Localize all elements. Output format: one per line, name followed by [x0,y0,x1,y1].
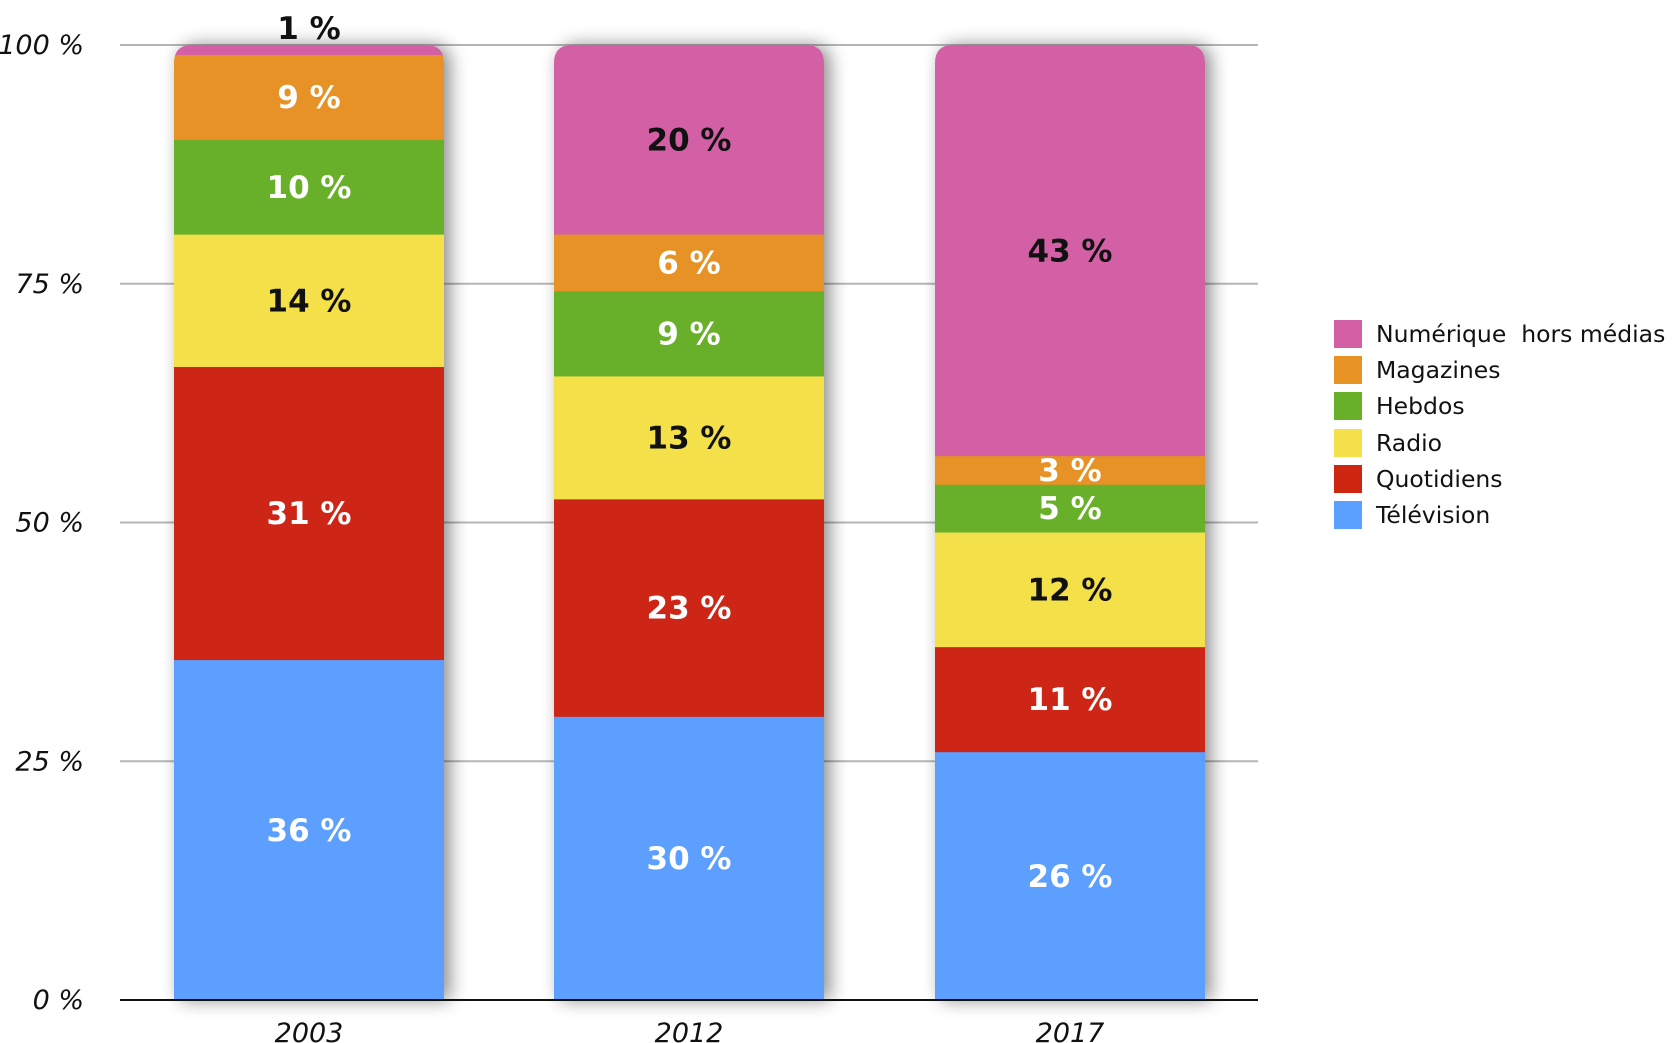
legend-item: Quotidiens [1334,461,1665,497]
data-label: 9 % [657,316,720,352]
legend-item: Télévision [1334,497,1665,533]
x-tick-label: 2012 [655,1018,724,1043]
data-labels: 36 % 31 % 14 % 10 % 9 % 1 % 30 % 23 % 13 % 9 % 6 %… [267,11,1113,895]
data-label: 26 % [1028,859,1113,895]
bar-segment [935,646,1205,753]
legend-label: Quotidiens [1376,464,1503,493]
data-label: 36 % [267,813,352,849]
y-tick-label: 100 % [0,30,84,61]
bar-2003 [174,45,444,1000]
legend-label: Magazines [1376,356,1501,385]
bar-segment [554,45,824,235]
bar-segment [935,532,1205,648]
legend-item: Radio [1334,425,1665,461]
bar-segment [174,366,444,661]
legend-swatch [1334,356,1362,385]
bar-2017 [935,45,1205,1000]
data-label: 23 % [647,591,732,627]
y-tick-label: 25 % [15,746,84,777]
bar-segment [935,455,1205,485]
x-tick-label: 2003 [275,1018,344,1043]
bar-segment [554,375,824,500]
legend-label: Télévision [1376,501,1491,530]
bar-segment [174,659,444,1000]
y-tick-label: 75 % [15,269,84,300]
axes: 0 % 25 % 50 % 75 % 100 % 2003 2012 2017 [0,30,1258,1043]
legend-swatch [1334,501,1362,530]
data-label: 3 % [1038,453,1101,489]
legend: Numérique hors médias Magazines Hebdos Radi… [1334,316,1665,533]
data-label: 9 % [277,80,340,116]
bar-segment [554,716,824,1000]
x-tick-label: 2017 [1036,1018,1105,1043]
data-label: 1 % [277,11,340,47]
bar-segment [935,751,1205,1000]
y-tick-label: 0 % [33,985,84,1016]
data-label: 13 % [647,420,732,456]
bar-segment [554,290,824,377]
bar-segment [554,234,824,292]
bar-segment [174,234,444,367]
data-label: 5 % [1038,491,1101,527]
bar-segment [174,139,444,235]
data-label: 43 % [1028,233,1113,269]
data-label: 10 % [267,170,352,206]
legend-swatch [1334,464,1362,493]
legend-swatch [1334,392,1362,421]
legend-item: Magazines [1334,352,1665,388]
bars [174,45,1205,1000]
legend-item: Hebdos [1334,388,1665,424]
data-label: 6 % [657,245,720,281]
bar-segment [935,45,1205,457]
y-tick-label: 50 % [15,508,84,539]
legend-label: Radio [1376,428,1443,457]
bar-segment [554,498,824,717]
data-label: 12 % [1028,572,1113,608]
data-label: 14 % [267,283,352,319]
data-label: 30 % [647,841,732,877]
bar-2012 [554,45,824,1000]
legend-item: Numérique hors médias [1334,316,1665,352]
bar-segment [174,54,444,141]
legend-label: Hebdos [1376,392,1465,421]
data-label: 20 % [647,123,732,159]
legend-label: Numérique hors médias [1376,320,1666,349]
data-label: 11 % [1028,682,1113,718]
bar-segment [174,45,444,55]
legend-swatch [1334,320,1362,349]
legend-swatch [1334,428,1362,457]
bar-segment [935,484,1205,533]
data-label: 31 % [267,496,352,532]
